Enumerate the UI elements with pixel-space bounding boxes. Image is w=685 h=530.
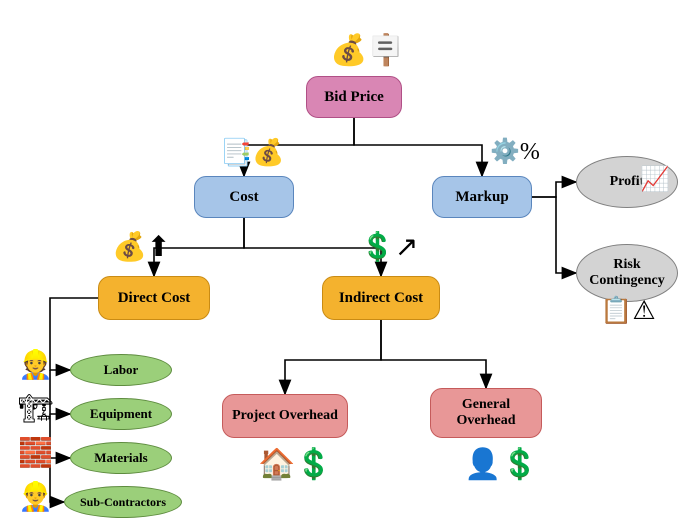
project-overhead-icon: 🏠💲 bbox=[258, 450, 333, 480]
label: Indirect Cost bbox=[339, 290, 423, 307]
label: Project Overhead bbox=[232, 408, 338, 424]
label: Sub-Contractors bbox=[80, 495, 166, 510]
bid-icon: 💰🪧 bbox=[330, 36, 405, 66]
equipment-icon: 🏗 bbox=[18, 396, 54, 424]
label: Equipment bbox=[90, 406, 152, 422]
label: Labor bbox=[104, 362, 139, 378]
subcontractors-icon: 👷‍♂️ bbox=[18, 484, 53, 512]
label: Bid Price bbox=[324, 89, 384, 106]
node-subcontractors: Sub-Contractors bbox=[64, 486, 182, 518]
label: Risk Contingency bbox=[589, 257, 664, 289]
node-markup: Markup bbox=[432, 176, 532, 218]
node-indirect-cost: Indirect Cost bbox=[322, 276, 440, 320]
materials-icon: 🧱 bbox=[18, 440, 53, 468]
node-general-overhead: General Overhead bbox=[430, 388, 542, 438]
profit-icon: 📈 bbox=[640, 168, 670, 192]
label: Materials bbox=[94, 450, 147, 466]
node-cost: Cost bbox=[194, 176, 294, 218]
label: Cost bbox=[229, 189, 258, 206]
node-risk-contingency: Risk Contingency bbox=[576, 244, 678, 302]
node-labor: Labor bbox=[70, 354, 172, 386]
label: Markup bbox=[455, 189, 508, 206]
cost-icon: 📑💰 bbox=[220, 140, 285, 166]
indirect-cost-icon: 💲↗ bbox=[360, 234, 418, 262]
node-bid-price: Bid Price bbox=[306, 76, 402, 118]
labor-icon: 👷 bbox=[18, 352, 53, 380]
node-project-overhead: Project Overhead bbox=[222, 394, 348, 438]
node-direct-cost: Direct Cost bbox=[98, 276, 210, 320]
general-overhead-icon: 👤💲 bbox=[464, 450, 539, 480]
label: Direct Cost bbox=[118, 290, 191, 307]
markup-icon: ⚙️% bbox=[490, 140, 540, 164]
node-equipment: Equipment bbox=[70, 398, 172, 430]
label: General Overhead bbox=[456, 397, 515, 429]
node-materials: Materials bbox=[70, 442, 172, 474]
risk-icon: 📋⚠ bbox=[600, 298, 656, 324]
direct-cost-icon: 💰⬆ bbox=[112, 234, 170, 262]
